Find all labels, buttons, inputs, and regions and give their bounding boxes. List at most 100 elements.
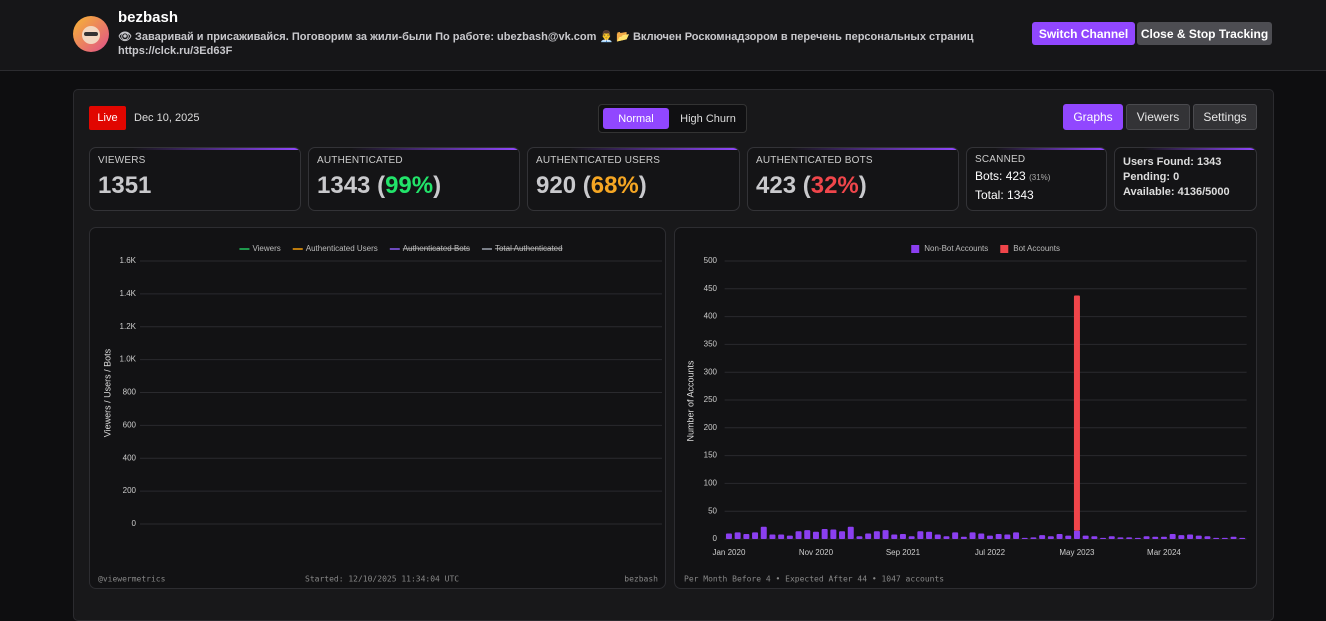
- channel-link[interactable]: https://clck.ru/3Ed63F: [118, 45, 233, 57]
- summary-line: Available: 4136/5000: [1123, 186, 1230, 198]
- bar: [1230, 536, 1237, 539]
- bar: [978, 533, 985, 539]
- channel-description: 👁 Заваривай и присаживайся. Поговорим за…: [118, 31, 974, 43]
- bar: [1030, 537, 1037, 539]
- bar: [995, 533, 1002, 539]
- tab[interactable]: Settings: [1193, 104, 1257, 130]
- card-value: 1343: [317, 172, 371, 199]
- legend-label: Viewers: [252, 244, 280, 253]
- card-label: AUTHENTICATED USERS: [536, 155, 661, 166]
- stat-card: AUTHENTICATED 1343 99%: [308, 147, 520, 211]
- bar: [882, 530, 889, 539]
- legend-label: Authenticated Users: [306, 244, 378, 253]
- y-tick-label: 600: [123, 420, 137, 429]
- y-tick-label: 400: [123, 453, 137, 462]
- total-value: 1343: [1007, 188, 1034, 202]
- bar: [1213, 537, 1220, 539]
- bar: [795, 531, 802, 539]
- bar: [1143, 536, 1150, 539]
- bar: [1126, 537, 1133, 539]
- footer-text: bezbash: [624, 575, 658, 584]
- bar: [786, 535, 793, 539]
- chart-panel: 0 200 400 600 800 1.0K 1.2K 1.4K 1.6K Viewers / U…: [89, 227, 666, 589]
- bar: [1004, 534, 1011, 539]
- y-tick-label: 1.6K: [120, 256, 137, 265]
- bar: [969, 532, 976, 539]
- page: bezbash 👁 Заваривай и присаживайся. Пого…: [0, 9, 1326, 621]
- mode-button[interactable]: High Churn: [680, 112, 736, 125]
- y-tick-label: 0: [713, 534, 718, 543]
- bar: [1021, 537, 1028, 539]
- card-value: 1351: [98, 172, 152, 199]
- bar-chart: 0 50 100 150 200 250 300 350 400 450 500 Number of …: [684, 244, 1247, 584]
- bar: [1152, 536, 1159, 539]
- bar: [760, 526, 767, 539]
- bar: [778, 534, 785, 539]
- y-tick-label: 1.2K: [120, 322, 137, 331]
- y-tick-label: 250: [704, 395, 718, 404]
- stat-card: AUTHENTICATED USERS 920 68%: [527, 147, 740, 211]
- bar: [1073, 295, 1080, 531]
- bar: [1056, 533, 1063, 539]
- y-tick-label: 50: [708, 506, 717, 515]
- bar: [1082, 535, 1089, 539]
- switch-channel-button[interactable]: Switch Channel: [1032, 22, 1135, 45]
- x-tick-label: Sep 2021: [886, 548, 921, 557]
- scanned-card: SCANNED Bots: 423 (31%) Total: 1343: [966, 147, 1107, 211]
- date: Dec 10, 2025: [134, 112, 200, 124]
- summary-card: Users Found: 1343 Pending: 0 Available: …: [1114, 147, 1257, 211]
- mode-button[interactable]: Normal: [603, 108, 669, 129]
- bar: [1221, 537, 1228, 539]
- y-tick-label: 450: [704, 284, 718, 293]
- bar: [873, 531, 880, 539]
- bar: [743, 533, 750, 539]
- card-value: 423: [756, 172, 797, 199]
- y-tick-label: 200: [704, 423, 718, 432]
- card-value: 920: [536, 172, 577, 199]
- bar: [1073, 530, 1080, 539]
- bar: [725, 533, 732, 539]
- bar: [1039, 535, 1046, 539]
- bar: [865, 533, 872, 539]
- tab[interactable]: Viewers: [1126, 104, 1190, 130]
- chart-note: Per Month Before 4 • Expected After 44 •…: [684, 575, 944, 584]
- footer-text: @viewermetrics: [98, 575, 166, 584]
- total-label: Total:: [975, 188, 1004, 202]
- card-percent: 32%: [810, 172, 859, 199]
- live-badge: Live: [89, 106, 126, 130]
- bar: [908, 536, 915, 539]
- bar: [1134, 537, 1141, 539]
- y-tick-label: 150: [704, 451, 718, 460]
- close-tracking-button[interactable]: Close & Stop Tracking: [1137, 22, 1272, 45]
- bar: [1160, 536, 1167, 539]
- bar: [1204, 536, 1211, 539]
- legend-label: Authenticated Bots: [403, 244, 470, 253]
- bar: [917, 531, 924, 539]
- y-tick-label: 100: [704, 479, 718, 488]
- stat-card: AUTHENTICATED BOTS 423 32%: [747, 147, 959, 211]
- bar: [752, 532, 759, 539]
- card-label: VIEWERS: [98, 155, 146, 166]
- legend: Non-Bot Accounts Bot Accounts: [911, 244, 1060, 253]
- bar: [812, 531, 819, 539]
- bar: [1178, 535, 1185, 539]
- chart-panel: 0 50 100 150 200 250 300 350 400 450 500 Number of …: [674, 227, 1257, 589]
- bar: [1195, 535, 1202, 539]
- bar: [926, 531, 933, 539]
- bar: [986, 535, 993, 539]
- card-percent: 99%: [385, 172, 434, 199]
- y-tick-label: 800: [123, 388, 137, 397]
- bar: [1047, 536, 1054, 539]
- bar: [1187, 534, 1194, 539]
- bots-label: Bots:: [975, 169, 1003, 183]
- bar: [1169, 533, 1176, 539]
- legend-swatch: [911, 245, 920, 253]
- footer-text: Started: 12/10/2025 11:34:04 UTC: [305, 575, 459, 584]
- legend-label: Total Authenticated: [495, 244, 563, 253]
- stat-card: VIEWERS 1351: [89, 147, 301, 211]
- bar: [1065, 535, 1072, 539]
- x-tick-label: May 2023: [1059, 548, 1095, 557]
- tab[interactable]: Graphs: [1063, 104, 1123, 130]
- bar: [856, 536, 863, 539]
- mode-toggle: Normal High Churn: [598, 104, 747, 133]
